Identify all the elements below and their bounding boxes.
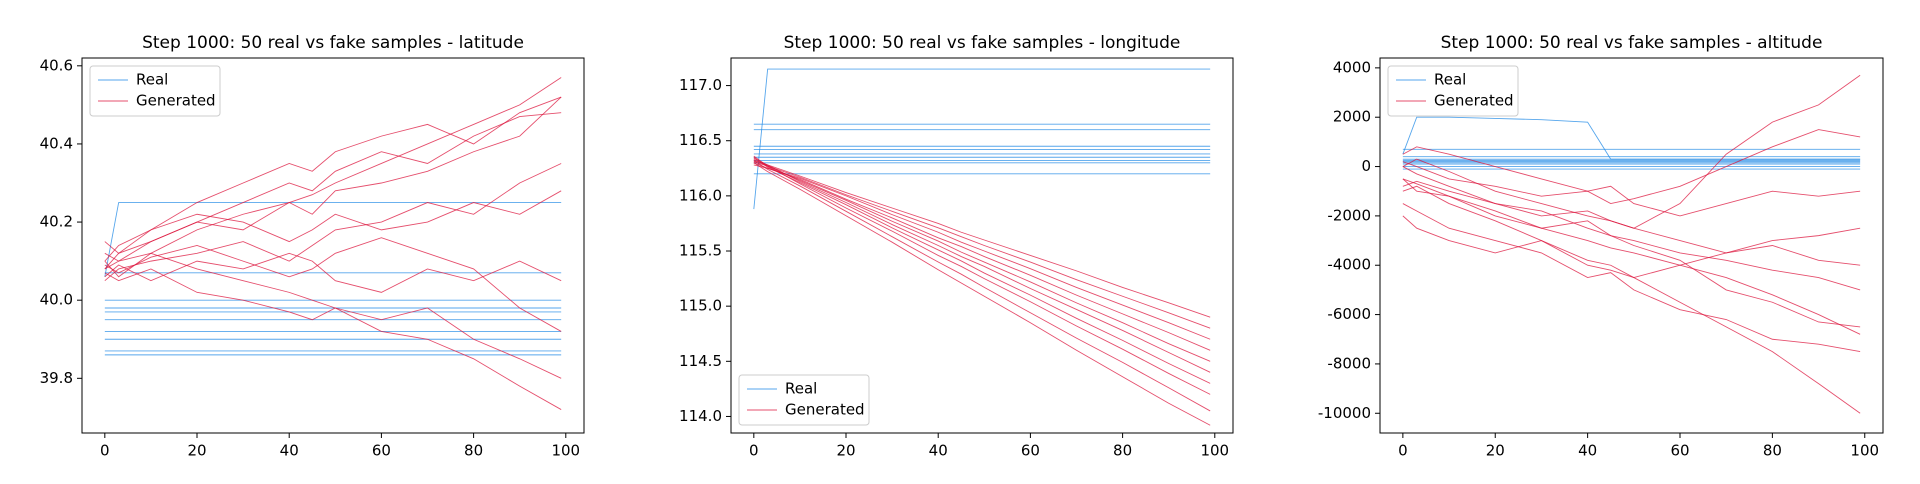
- legend-box: [1387, 65, 1519, 117]
- x-tick-label: 40: [929, 442, 948, 460]
- y-tick-label: 4000: [1333, 58, 1371, 76]
- plot-area: [1402, 74, 1861, 414]
- axes-frame: [730, 57, 1234, 434]
- legend: Real Generated: [1387, 65, 1519, 117]
- series-line: [104, 252, 562, 379]
- chart-title: Step 1000: 50 real vs fake samples - lat…: [142, 33, 524, 53]
- x-tick-label: 80: [1763, 442, 1782, 460]
- x-tick-label: 0: [100, 442, 110, 460]
- series-line: [753, 161, 1211, 329]
- series-line: [753, 162, 1211, 340]
- series-line: [1402, 116, 1861, 160]
- legend-label: Real: [136, 71, 168, 89]
- series-line: [1402, 129, 1861, 205]
- series-line: [753, 164, 1211, 351]
- series-line: [753, 157, 1211, 373]
- axes-frame: [81, 57, 585, 434]
- y-tick-label: 115.5: [679, 242, 722, 260]
- y-tick-label: 40.0: [40, 291, 73, 309]
- y-tick-label: -6000: [1327, 305, 1371, 323]
- y-tick-label: 115.0: [679, 297, 722, 315]
- x-tick-label: 20: [836, 442, 855, 460]
- y-tick-label: -2000: [1327, 206, 1371, 224]
- series-line: [1402, 185, 1861, 414]
- series-line: [753, 162, 1211, 426]
- series-line: [104, 112, 562, 270]
- x-tick-label: 0: [1398, 442, 1408, 460]
- y-tick-label: -10000: [1318, 404, 1371, 422]
- x-tick-label: 100: [1850, 442, 1879, 460]
- y-tick-label: 39.8: [40, 369, 73, 387]
- legend-label: Generated: [785, 401, 865, 419]
- y-tick-label: -4000: [1327, 256, 1371, 274]
- y-tick-label: 0: [1361, 157, 1371, 175]
- series-line: [104, 237, 562, 332]
- x-tick-label: 60: [1021, 442, 1040, 460]
- legend-label: Real: [1434, 71, 1466, 89]
- plot-area: [104, 77, 562, 410]
- y-tick-label: 40.2: [40, 213, 73, 231]
- series-line: [753, 155, 1211, 395]
- series-line: [1402, 203, 1861, 353]
- x-tick-label: 20: [1486, 442, 1505, 460]
- legend-box: [738, 374, 870, 426]
- x-tick-label: 20: [187, 442, 206, 460]
- series-line: [104, 268, 562, 410]
- x-tick-label: 100: [551, 442, 580, 460]
- legend-label: Generated: [136, 92, 216, 110]
- y-tick-label: 40.4: [40, 134, 73, 152]
- subplot: Step 1000: 50 real vs fake samples - lat…: [40, 33, 585, 460]
- chart-title: Step 1000: 50 real vs fake samples - lon…: [784, 33, 1181, 53]
- x-tick-label: 60: [372, 442, 391, 460]
- y-tick-label: -8000: [1327, 354, 1371, 372]
- series-line: [753, 160, 1211, 318]
- subplot: Step 1000: 50 real vs fake samples - lon…: [679, 33, 1234, 460]
- series-line: [1402, 158, 1861, 266]
- series-line: [104, 96, 562, 262]
- y-tick-label: 114.5: [679, 352, 722, 370]
- y-tick-label: 116.5: [679, 131, 722, 149]
- series-line: [753, 68, 1211, 210]
- series-line: [1402, 180, 1861, 291]
- series-line: [753, 160, 1211, 412]
- series-line: [753, 159, 1211, 362]
- y-tick-label: 40.6: [40, 56, 73, 74]
- series-line: [104, 96, 562, 262]
- x-tick-label: 40: [280, 442, 299, 460]
- legend-label: Generated: [1434, 92, 1514, 110]
- x-tick-label: 80: [464, 442, 483, 460]
- series-line: [1402, 146, 1861, 217]
- x-tick-label: 0: [749, 442, 759, 460]
- x-tick-label: 60: [1670, 442, 1689, 460]
- series-line: [104, 163, 562, 282]
- series-line: [753, 156, 1211, 384]
- legend: Real Generated: [89, 65, 221, 117]
- legend-box: [89, 65, 221, 117]
- y-tick-label: 117.0: [679, 76, 722, 94]
- series-line: [104, 202, 562, 277]
- x-tick-label: 80: [1113, 442, 1132, 460]
- x-tick-label: 40: [1578, 442, 1597, 460]
- series-line: [1402, 215, 1861, 279]
- series-line: [104, 190, 562, 254]
- x-tick-label: 100: [1200, 442, 1229, 460]
- series-line: [104, 252, 562, 293]
- chart-title: Step 1000: 50 real vs fake samples - alt…: [1441, 33, 1823, 53]
- y-tick-label: 116.0: [679, 186, 722, 204]
- subplot: Step 1000: 50 real vs fake samples - alt…: [1318, 33, 1884, 460]
- y-tick-label: 2000: [1333, 108, 1371, 126]
- legend-label: Real: [785, 380, 817, 398]
- series-line: [1402, 178, 1861, 328]
- legend: Real Generated: [738, 374, 870, 426]
- plot-area: [753, 68, 1211, 426]
- axes-frame: [1379, 57, 1884, 434]
- y-tick-label: 114.0: [679, 407, 722, 425]
